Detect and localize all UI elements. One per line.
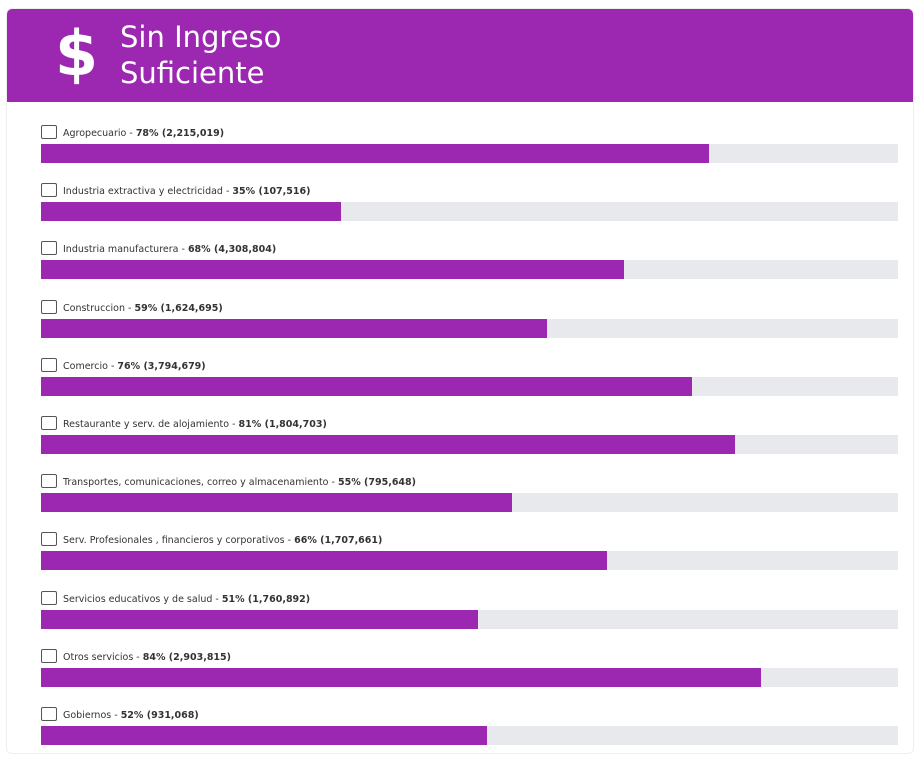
- bar-track: [41, 726, 898, 745]
- category-label: Transportes, comunicaciones, correo y al…: [63, 477, 329, 489]
- row-icon: [41, 474, 57, 489]
- category-label: Comercio: [63, 360, 108, 372]
- row-icon: [41, 590, 57, 605]
- row-label: Industria manufacturera68%4,308,804: [63, 244, 276, 255]
- category-label: Serv. Profesionales , financieros y corp…: [63, 535, 285, 547]
- row-label: Otros servicios84%2,903,815: [63, 652, 231, 663]
- value-label: 55%: [329, 477, 361, 488]
- category-label: Construccion: [63, 302, 125, 314]
- count-label: 1,804,703: [261, 419, 327, 430]
- value-label: 35%: [223, 186, 255, 197]
- count-label: 4,308,804: [211, 244, 277, 255]
- card: $ Sin Ingreso Suficiente Agropecuario78%…: [6, 8, 914, 754]
- value-label: 81%: [229, 419, 261, 430]
- category-label: Agropecuario: [63, 128, 127, 139]
- bar-track: [41, 493, 898, 513]
- row-label: Transportes, comunicaciones, correo y al…: [63, 477, 416, 488]
- bar-track: [41, 551, 898, 571]
- category-label: Otros servicios: [63, 651, 134, 663]
- count-label: 1,624,695: [157, 303, 223, 314]
- chart-title: Sin Ingreso Suficiente: [120, 20, 282, 90]
- bar: [41, 551, 607, 571]
- bar-track: [41, 318, 898, 338]
- bar: [41, 493, 513, 513]
- count-label: 107,516: [255, 186, 310, 197]
- row-icon: [41, 183, 57, 198]
- bar-track: [41, 260, 898, 280]
- row-icon: [41, 648, 57, 663]
- row-icon: [41, 707, 57, 721]
- bar: [41, 202, 341, 222]
- row-icon: [41, 357, 57, 372]
- bar-track: [41, 144, 898, 163]
- value-label: 59%: [125, 303, 157, 314]
- header: $ Sin Ingreso Suficiente: [7, 9, 913, 102]
- row-label: Servicios educativos y de salud51%1,760,…: [63, 594, 310, 605]
- count-label: 795,648: [361, 477, 416, 488]
- category-label: Gobiernos: [63, 710, 112, 721]
- row-label: Industria extractiva y electricidad35%10…: [63, 186, 310, 197]
- bar-track: [41, 376, 898, 396]
- row-icon: [41, 299, 57, 314]
- count-label: 1,707,661: [317, 535, 383, 546]
- row-icon: [41, 125, 57, 139]
- count-label: 2,903,815: [166, 652, 232, 663]
- row-label: Gobiernos52%931,068: [63, 710, 199, 721]
- bar: [41, 726, 487, 745]
- dollar-icon: $: [55, 17, 99, 90]
- value-label: 78%: [126, 128, 158, 139]
- category-label: Restaurante y serv. de alojamiento: [63, 419, 230, 430]
- count-label: 3,794,679: [140, 361, 206, 372]
- bar: [41, 609, 479, 629]
- bar-track: [41, 667, 898, 687]
- value-label: 51%: [212, 594, 244, 605]
- row-icon: [41, 416, 57, 430]
- bar-track: [41, 609, 898, 629]
- value-label: 52%: [111, 710, 143, 721]
- count-label: 2,215,019: [159, 128, 225, 139]
- row-label: Agropecuario78%2,215,019: [63, 128, 224, 139]
- bar-track: [41, 202, 898, 222]
- row-label: Construccion59%1,624,695: [63, 303, 223, 314]
- bar: [41, 144, 710, 163]
- value-label: 68%: [178, 244, 210, 255]
- value-label: 84%: [133, 652, 165, 663]
- category-label: Industria manufacturera: [63, 244, 179, 256]
- row-label: Restaurante y serv. de alojamiento81%1,8…: [63, 419, 327, 430]
- row-label: Serv. Profesionales , financieros y corp…: [63, 535, 382, 546]
- bar: [41, 376, 693, 396]
- bar: [41, 667, 761, 687]
- count-label: 931,068: [143, 710, 198, 721]
- category-label: Servicios educativos y de salud: [63, 593, 213, 605]
- count-label: 1,760,892: [245, 594, 311, 605]
- bar: [41, 260, 624, 280]
- category-label: Industria extractiva y electricidad: [63, 186, 223, 198]
- row-icon: [41, 532, 57, 547]
- bar: [41, 435, 736, 454]
- row-icon: [41, 241, 57, 256]
- row-label: Comercio76%3,794,679: [63, 361, 206, 372]
- value-label: 66%: [285, 535, 317, 546]
- bar: [41, 318, 547, 338]
- value-label: 76%: [108, 361, 140, 372]
- bar-track: [41, 435, 898, 454]
